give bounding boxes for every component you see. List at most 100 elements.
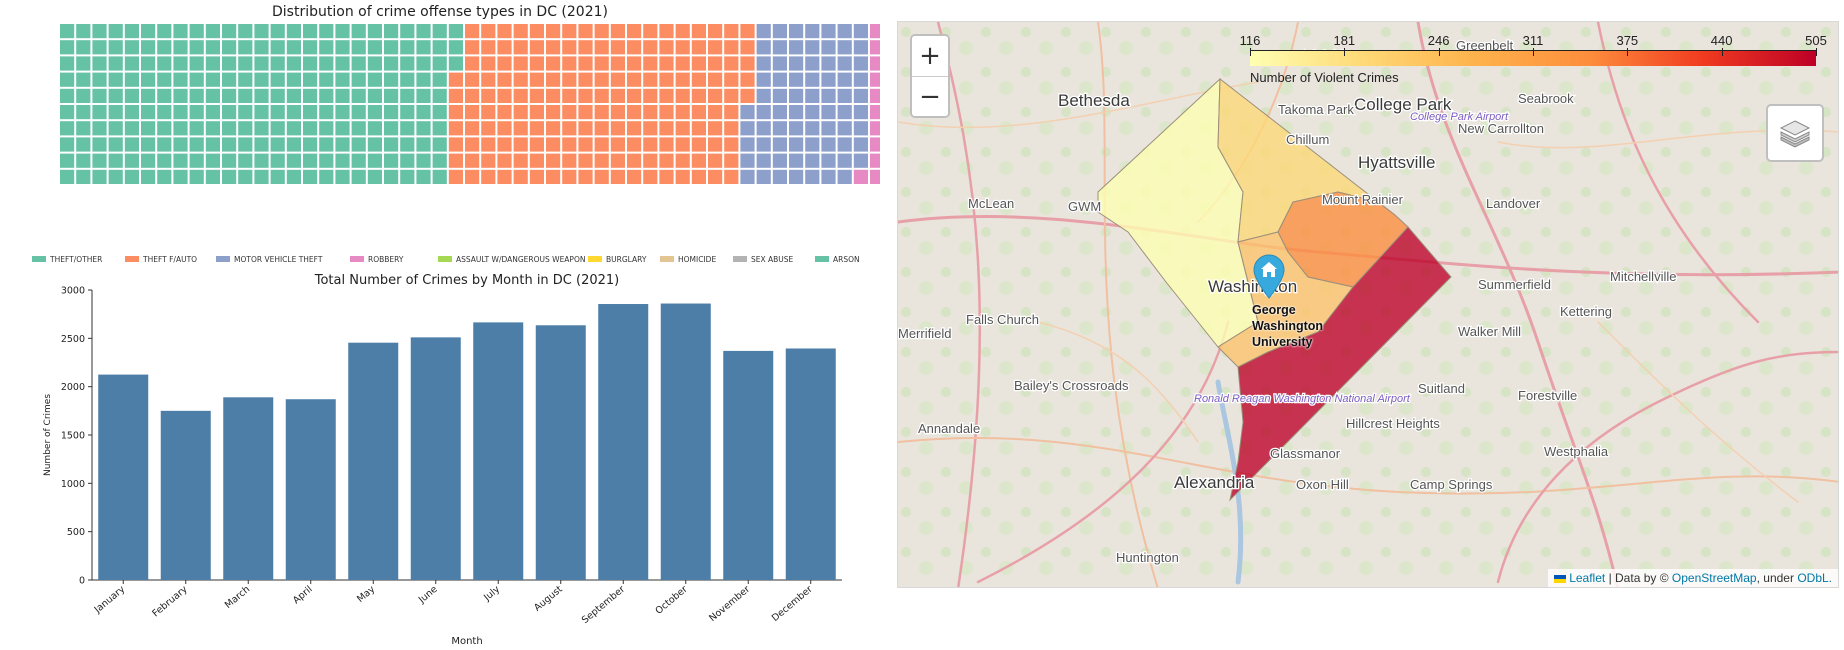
waffle-cell xyxy=(643,153,658,168)
waffle-cell xyxy=(529,121,544,136)
waffle-cell xyxy=(92,153,107,168)
waffle-cell xyxy=(157,137,172,152)
waffle-cell xyxy=(691,24,706,39)
waffle-cell xyxy=(643,137,658,152)
map-place-label: Suitland xyxy=(1418,381,1465,396)
map-canvas[interactable]: Bethesda College Park Hyattsville Alexandri… xyxy=(898,22,1839,588)
waffle-cell xyxy=(173,72,188,87)
waffle-cell xyxy=(756,153,771,168)
waffle-cell xyxy=(270,153,285,168)
waffle-cell xyxy=(837,88,852,103)
y-tick-label: 1500 xyxy=(61,431,85,442)
waffle-cell xyxy=(805,56,820,71)
waffle-cell xyxy=(675,88,690,103)
waffle-cell xyxy=(108,56,123,71)
waffle-cell xyxy=(772,24,787,39)
map-marker-icon[interactable] xyxy=(1252,254,1286,300)
waffle-cell xyxy=(529,137,544,152)
waffle-cell xyxy=(837,137,852,152)
waffle-cell xyxy=(513,121,528,136)
waffle-cell xyxy=(189,88,204,103)
waffle-cell xyxy=(756,40,771,55)
waffle-cell xyxy=(319,105,334,120)
marker-label-line-2: Washington xyxy=(1252,319,1324,333)
map-panel[interactable]: Bethesda College Park Hyattsville Alexandri… xyxy=(897,21,1839,588)
zoom-control: + − xyxy=(910,34,950,118)
layers-button[interactable] xyxy=(1766,104,1824,162)
waffle-cell xyxy=(675,121,690,136)
waffle-cell xyxy=(205,121,220,136)
osm-link[interactable]: OpenStreetMap xyxy=(1671,571,1757,585)
waffle-cell xyxy=(238,72,253,87)
waffle-cell xyxy=(610,121,625,136)
attribution-mid: , under xyxy=(1756,571,1798,585)
waffle-cell xyxy=(432,153,447,168)
ukraine-flag-icon xyxy=(1554,574,1567,583)
waffle-cell xyxy=(351,137,366,152)
bar xyxy=(535,325,586,580)
waffle-cell xyxy=(870,40,880,55)
y-tick-label: 3000 xyxy=(61,286,85,297)
map-place-label: Alexandria xyxy=(1174,473,1255,492)
x-tick-label: December xyxy=(770,584,815,624)
waffle-cell xyxy=(400,137,415,152)
waffle-cell xyxy=(141,153,156,168)
y-tick-label: 2000 xyxy=(61,382,85,393)
bar xyxy=(348,342,399,580)
waffle-cell xyxy=(92,121,107,136)
waffle-cell xyxy=(837,56,852,71)
waffle-cell xyxy=(141,40,156,55)
waffle-cell xyxy=(837,121,852,136)
waffle-cell xyxy=(546,121,561,136)
waffle-cell xyxy=(465,137,480,152)
waffle-cell xyxy=(789,88,804,103)
waffle-cell xyxy=(805,121,820,136)
waffle-cell xyxy=(367,153,382,168)
ward-se[interactable] xyxy=(1229,226,1452,502)
x-tick-label: August xyxy=(532,584,565,614)
waffle-cell xyxy=(108,88,123,103)
waffle-cell xyxy=(562,24,577,39)
waffle-cell xyxy=(400,88,415,103)
waffle-cell xyxy=(675,153,690,168)
colorbar-tick-mark xyxy=(1344,48,1346,56)
waffle-cell xyxy=(578,24,593,39)
waffle-cell xyxy=(805,88,820,103)
waffle-cell xyxy=(351,121,366,136)
waffle-cell xyxy=(691,137,706,152)
waffle-cell xyxy=(76,137,91,152)
waffle-cell xyxy=(416,121,431,136)
waffle-cell xyxy=(594,88,609,103)
waffle-cell xyxy=(189,40,204,55)
waffle-cell xyxy=(789,40,804,55)
waffle-cell xyxy=(497,153,512,168)
colorbar-tick-mark xyxy=(1627,48,1629,56)
waffle-cell xyxy=(286,137,301,152)
zoom-out-button[interactable]: − xyxy=(912,76,948,116)
legend-label: THEFT/OTHER xyxy=(49,255,102,264)
waffle-cell xyxy=(303,153,318,168)
waffle-cell xyxy=(254,169,269,184)
waffle-cell xyxy=(740,24,755,39)
waffle-cell xyxy=(465,88,480,103)
odbl-link[interactable]: ODbL. xyxy=(1797,571,1832,585)
waffle-cell xyxy=(189,56,204,71)
waffle-cell xyxy=(189,137,204,152)
x-tick-label: June xyxy=(416,584,440,606)
zoom-in-button[interactable]: + xyxy=(912,36,948,76)
waffle-cell xyxy=(238,105,253,120)
waffle-cell xyxy=(254,153,269,168)
leaflet-link[interactable]: Leaflet xyxy=(1569,571,1606,585)
waffle-cell xyxy=(756,121,771,136)
waffle-cell xyxy=(740,105,755,120)
x-tick-label: April xyxy=(291,584,315,606)
waffle-cell xyxy=(659,72,674,87)
waffle-cell xyxy=(319,56,334,71)
waffle-cell xyxy=(319,40,334,55)
waffle-cell xyxy=(173,88,188,103)
waffle-cell xyxy=(351,88,366,103)
waffle-cell xyxy=(789,121,804,136)
waffle-cell xyxy=(562,105,577,120)
waffle-cell xyxy=(756,88,771,103)
colorbar-tick-label: 311 xyxy=(1522,33,1544,48)
